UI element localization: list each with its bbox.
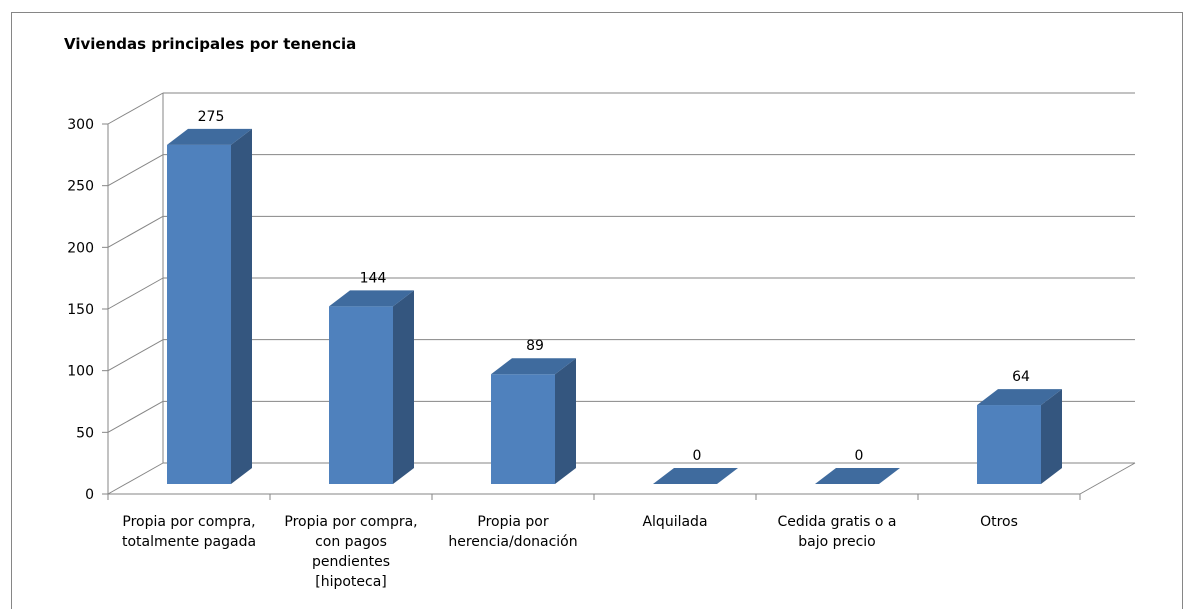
- floor-edge: [1079, 462, 1136, 495]
- data-label: 144: [360, 270, 387, 286]
- bar-top: [329, 290, 414, 307]
- x-tick-label: Otros: [980, 514, 1018, 530]
- x-tick-label: con pagos: [315, 534, 387, 550]
- y-tick-label: 100: [67, 364, 94, 380]
- x-tick-label: pendientes: [312, 554, 390, 570]
- chart-frame: [11, 12, 1183, 609]
- bar: [167, 144, 231, 485]
- bar: [329, 306, 393, 484]
- bar-top: [815, 468, 900, 484]
- y-tick-label: 200: [67, 240, 94, 256]
- bar-side: [1041, 389, 1062, 484]
- data-label: 0: [855, 448, 864, 464]
- gridline-side: [107, 462, 164, 495]
- x-tick-label: Alquilada: [642, 514, 707, 530]
- chart-title: Viviendas principales por tenencia: [64, 35, 357, 53]
- gridline-side: [107, 400, 164, 433]
- gridline-side: [107, 277, 164, 310]
- data-label: 89: [526, 338, 544, 354]
- data-label: 275: [198, 109, 225, 125]
- x-tick-label: herencia/donación: [448, 534, 577, 550]
- y-tick-label: 150: [67, 302, 94, 318]
- bar-side: [555, 358, 576, 484]
- bar: [491, 374, 555, 484]
- x-tick-label: Propia por compra,: [122, 514, 255, 530]
- bar-side: [393, 290, 414, 484]
- x-tick-label: Propia por: [477, 514, 548, 530]
- x-tick-label: Propia por compra,: [284, 514, 417, 530]
- gridline-side: [107, 339, 164, 372]
- bar: [977, 405, 1041, 484]
- bar-side: [231, 128, 252, 485]
- data-label: 64: [1012, 369, 1030, 385]
- y-tick-label: 300: [67, 117, 94, 133]
- gridline-side: [107, 92, 164, 125]
- x-tick-label: bajo precio: [798, 534, 875, 550]
- gridline-side: [107, 154, 164, 187]
- bar-top: [167, 128, 252, 145]
- bar-top: [977, 389, 1062, 406]
- y-tick-label: 250: [67, 179, 94, 195]
- x-tick-label: totalmente pagada: [122, 534, 256, 550]
- y-tick-label: 50: [76, 425, 94, 441]
- x-tick-label: [hipoteca]: [315, 574, 387, 590]
- x-tick-label: Cedida gratis o a: [777, 514, 896, 530]
- gridline-side: [107, 215, 164, 248]
- y-tick-label: 0: [85, 487, 94, 503]
- bar-top: [653, 468, 738, 484]
- bar-top: [491, 358, 576, 375]
- data-label: 0: [693, 448, 702, 464]
